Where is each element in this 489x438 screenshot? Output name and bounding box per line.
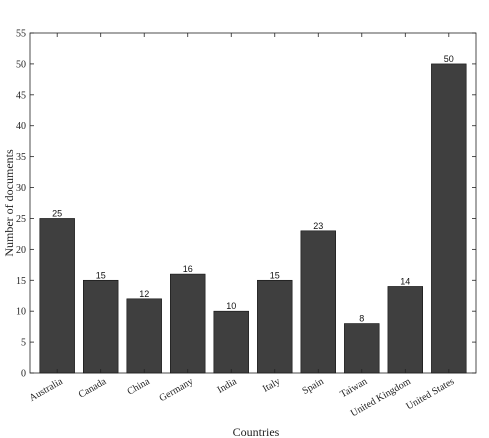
y-tick-label: 25 xyxy=(16,214,26,225)
y-tick-label: 30 xyxy=(16,183,26,194)
bar-value-label: 23 xyxy=(313,221,323,231)
y-tick-label: 35 xyxy=(16,152,26,163)
bar-value-label: 25 xyxy=(52,208,62,218)
bar xyxy=(39,218,75,374)
y-tick-label: 20 xyxy=(16,245,26,256)
bar-value-label: 15 xyxy=(270,270,280,280)
bar xyxy=(170,273,206,374)
y-tick-label: 40 xyxy=(16,121,26,132)
bar-value-label: 14 xyxy=(400,276,410,286)
x-tick-label: India xyxy=(215,376,239,396)
x-tick-label: China xyxy=(126,376,153,398)
bar-value-label: 12 xyxy=(139,289,149,299)
y-axis: 0 5 10 15 20 25 30 35 40 45 50 55 xyxy=(16,29,476,380)
bar-value-label: 50 xyxy=(444,54,454,64)
x-tick-label: Canada xyxy=(77,376,109,401)
bar xyxy=(344,323,380,374)
bar xyxy=(431,63,467,374)
y-tick-label: 0 xyxy=(21,369,26,380)
y-tick-label: 45 xyxy=(16,90,26,101)
bar-value-label: 16 xyxy=(183,264,193,274)
bar-value-label: 10 xyxy=(226,301,236,311)
bar xyxy=(300,230,336,374)
bar xyxy=(83,279,119,374)
bar xyxy=(387,286,423,374)
y-tick-label: 10 xyxy=(16,307,26,318)
x-tick-label: United States xyxy=(404,376,456,412)
x-tick-label: Australia xyxy=(27,376,65,404)
y-tick-label: 5 xyxy=(21,338,26,349)
y-axis-title: Number of documents xyxy=(2,149,16,257)
x-axis-title: Countries xyxy=(233,425,280,438)
y-tick-label: 50 xyxy=(16,59,26,70)
bar-value-label: 8 xyxy=(359,314,364,324)
bar xyxy=(126,298,162,374)
bars-group: 25 15 12 16 10 15 23 8 14 50 xyxy=(39,54,467,374)
y-tick-label: 15 xyxy=(16,276,26,287)
y-tick-label: 55 xyxy=(16,29,26,40)
x-tick-label: Germany xyxy=(157,376,195,404)
x-tick-label: Taiwan xyxy=(338,376,369,400)
x-tick-label: Italy xyxy=(261,376,282,395)
bar-value-label: 15 xyxy=(96,270,106,280)
bar xyxy=(213,310,249,374)
x-tick-label: Spain xyxy=(301,376,326,397)
bar xyxy=(257,279,293,374)
